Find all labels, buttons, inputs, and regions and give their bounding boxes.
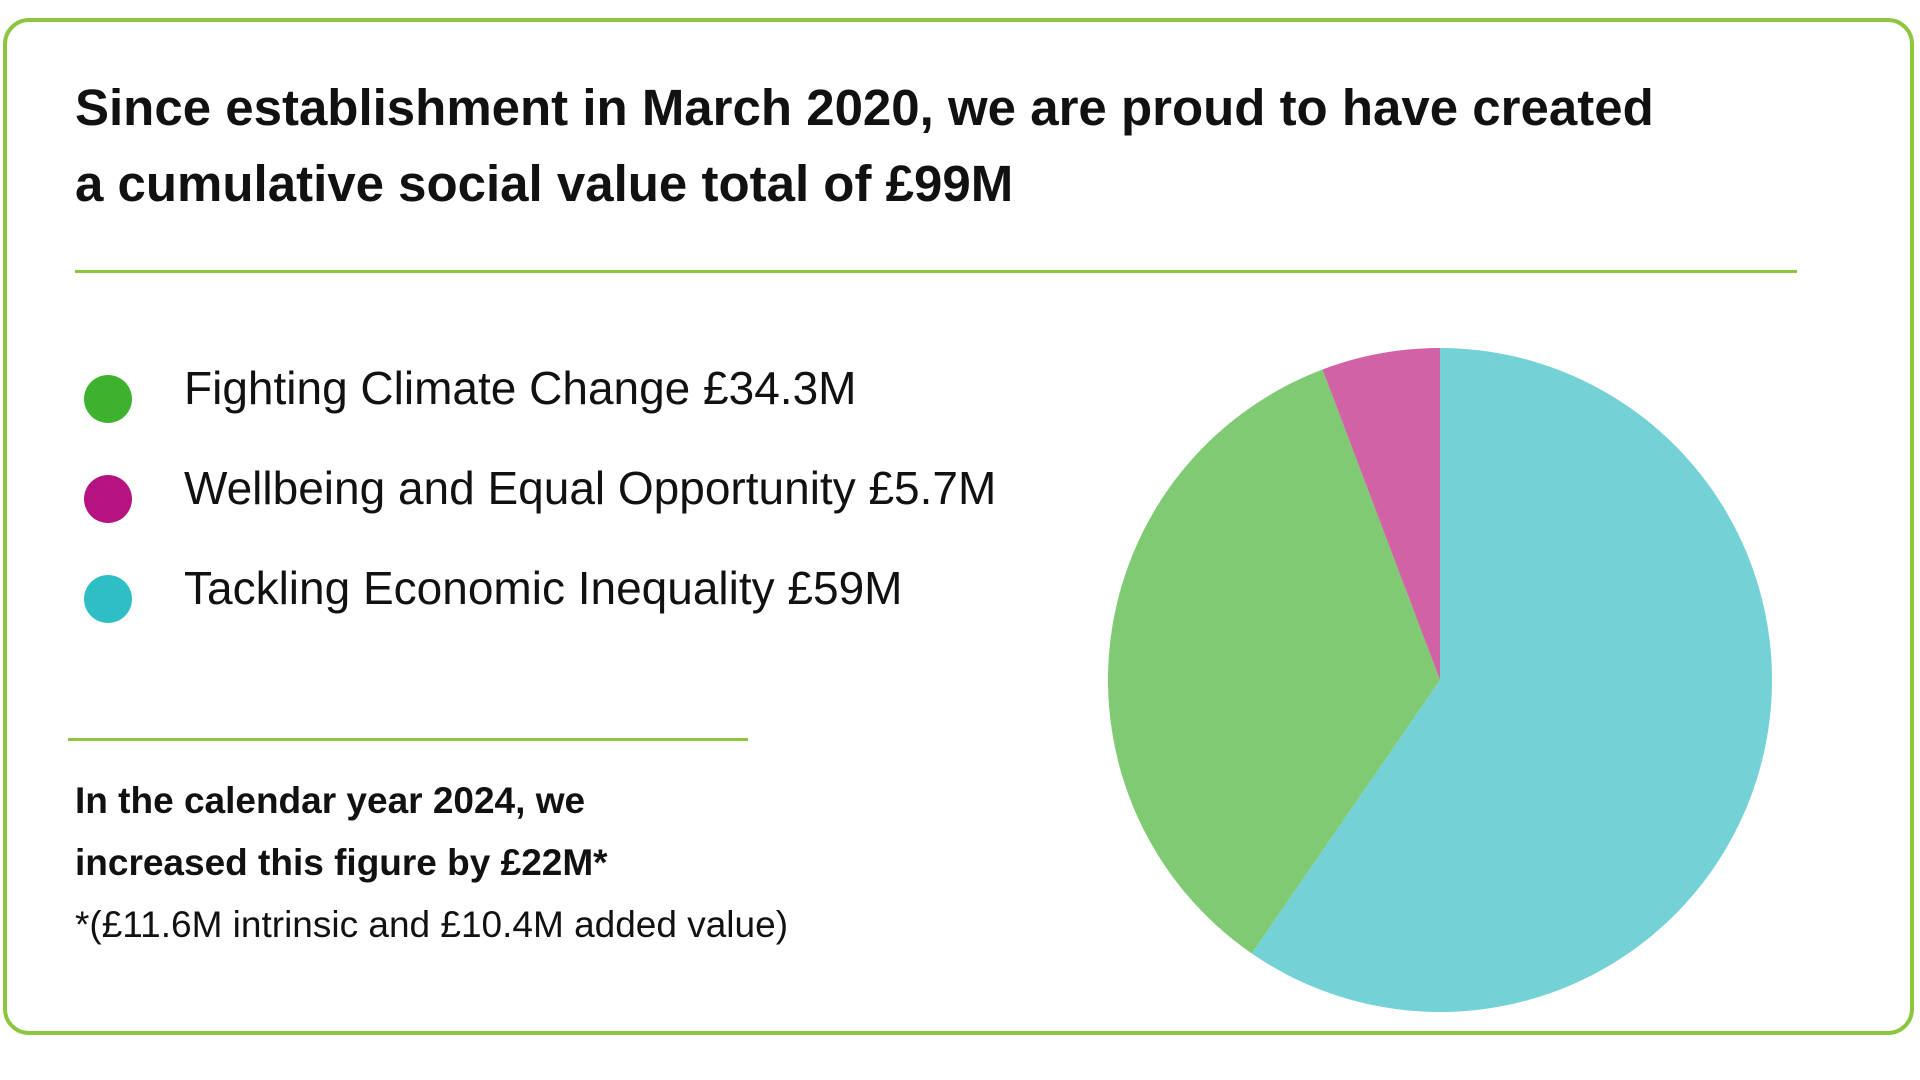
headline-line-2: a cumulative social value total of £99M <box>75 155 1014 212</box>
legend-label: Wellbeing and Equal Opportunity £5.7M <box>184 462 997 514</box>
note-footnote: *(£11.6M intrinsic and £10.4M added valu… <box>75 904 789 945</box>
headline-line-1: Since establishment in March 2020, we ar… <box>75 79 1654 136</box>
note-line-2: increased this figure by £22M* <box>75 842 608 883</box>
annual-note: In the calendar year 2024, we increased … <box>75 770 875 956</box>
pie-slice-wellbeing-and-equal-opportunity <box>1322 348 1440 680</box>
legend-label: Tackling Economic Inequality £59M <box>184 562 903 614</box>
divider-top <box>75 270 1797 273</box>
pie-chart-svg <box>1108 348 1772 1012</box>
legend-dot-icon <box>84 375 132 423</box>
legend-dot-icon <box>84 475 132 523</box>
legend-dot-icon <box>84 575 132 623</box>
pie-chart <box>1100 340 1780 1020</box>
divider-middle <box>68 738 748 741</box>
headline: Since establishment in March 2020, we ar… <box>75 70 1775 222</box>
pie-slice-fighting-climate-change <box>1108 369 1440 954</box>
pie-slice-tackling-economic-inequality <box>1251 348 1772 1012</box>
legend-label: Fighting Climate Change £34.3M <box>184 362 857 414</box>
note-line-1: In the calendar year 2024, we <box>75 780 586 821</box>
